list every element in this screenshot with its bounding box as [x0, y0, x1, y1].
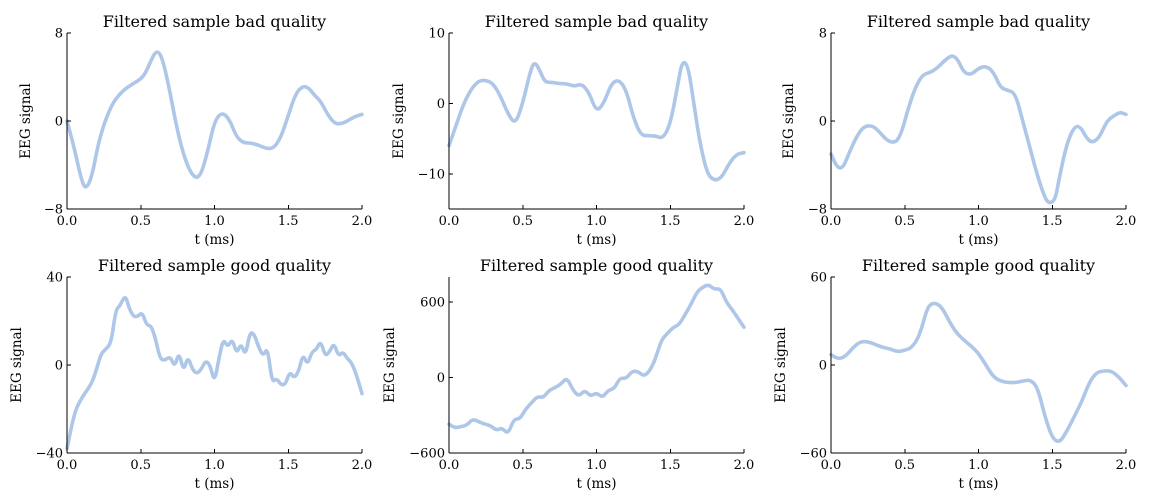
- series-line: [65, 50, 364, 189]
- subplot-4: 0.0 0.5 1.0 1.5 2.0 −40 0 40 Filtered sample goo…: [9, 256, 372, 492]
- x-tick-label: 0.5: [512, 214, 533, 229]
- x-tick-label: 1.0: [968, 214, 989, 229]
- y-tick-label: 0: [55, 359, 63, 374]
- x-tick-label: 2.0: [1116, 458, 1137, 473]
- series-line: [829, 54, 1128, 205]
- y-tick-label: −8: [44, 203, 63, 218]
- x-tick-label: 1.5: [1042, 458, 1063, 473]
- x-tick-label: 0.0: [821, 214, 842, 229]
- y-tick-label: 8: [55, 27, 63, 42]
- x-tick-label: 0.5: [894, 458, 915, 473]
- x-tick-label: 0.5: [130, 214, 151, 229]
- y-tick-label: −40: [36, 447, 63, 462]
- x-axis-label: t (ms): [577, 232, 617, 248]
- x-tick-label: 0.0: [57, 214, 78, 229]
- y-axis-label: EEG signal: [781, 83, 797, 159]
- x-axis-label: t (ms): [577, 476, 617, 492]
- x-tick-label: 1.0: [968, 458, 989, 473]
- x-axis-label: t (ms): [959, 232, 999, 248]
- subplot-title: Filtered sample good quality: [98, 256, 331, 275]
- x-tick-label: 1.0: [586, 458, 607, 473]
- series-line: [447, 60, 746, 182]
- y-tick-label: 8: [819, 27, 827, 42]
- x-tick-label: 1.0: [586, 214, 607, 229]
- x-tick-label: 0.0: [439, 214, 460, 229]
- x-tick-label: 1.5: [1042, 214, 1063, 229]
- x-tick-label: 1.0: [204, 458, 225, 473]
- y-tick-label: 0: [55, 115, 63, 130]
- y-tick-label: 0: [437, 371, 445, 386]
- x-tick-label: 0.5: [512, 458, 533, 473]
- x-tick-label: 2.0: [1116, 214, 1137, 229]
- y-tick-label: −600: [409, 447, 445, 462]
- y-tick-label: −8: [808, 203, 827, 218]
- x-tick-label: 0.5: [894, 214, 915, 229]
- y-axis-label: EEG signal: [382, 327, 398, 403]
- x-tick-label: 1.5: [278, 214, 299, 229]
- y-axis-label: EEG signal: [18, 83, 34, 159]
- x-tick-label: 2.0: [734, 214, 755, 229]
- x-tick-label: 0.0: [439, 458, 460, 473]
- subplot-2: 0.0 0.5 1.0 1.5 2.0 −10 0 10 Filtered sample bad…: [391, 12, 754, 248]
- x-tick-label: 2.0: [352, 458, 373, 473]
- y-tick-label: −10: [418, 167, 445, 182]
- y-axis-label: EEG signal: [391, 83, 407, 159]
- subplot-3: 0.0 0.5 1.0 1.5 2.0 −8 0 8 Filtered sample bad q…: [781, 12, 1136, 248]
- x-tick-label: 2.0: [734, 458, 755, 473]
- subplot-title: Filtered sample bad quality: [867, 12, 1090, 31]
- x-tick-label: 1.5: [660, 458, 681, 473]
- x-tick-label: 1.5: [660, 214, 681, 229]
- x-tick-label: 1.5: [278, 458, 299, 473]
- y-tick-label: 0: [819, 115, 827, 130]
- subplot-5: 0.0 0.5 1.0 1.5 2.0 −600 0 600 Filtered sample g…: [382, 256, 754, 492]
- x-axis-label: t (ms): [959, 476, 999, 492]
- subplot-title: Filtered sample good quality: [480, 256, 713, 275]
- x-tick-label: 2.0: [352, 214, 373, 229]
- series-line: [65, 295, 364, 451]
- x-tick-label: 1.0: [204, 214, 225, 229]
- x-tick-label: 0.0: [57, 458, 78, 473]
- subplot-title: Filtered sample bad quality: [103, 12, 326, 31]
- subplot-title: Filtered sample bad quality: [485, 12, 708, 31]
- y-tick-label: −60: [800, 447, 827, 462]
- series-line: [447, 283, 746, 434]
- y-tick-label: 0: [437, 97, 445, 112]
- y-axis-label: EEG signal: [773, 327, 789, 403]
- y-tick-label: 40: [46, 271, 63, 286]
- y-tick-label: 600: [420, 296, 445, 311]
- series-line: [829, 301, 1128, 443]
- subplot-1: 0.0 0.5 1.0 1.5 2.0 −8 0 8 Filtered sample bad q…: [18, 12, 372, 248]
- y-tick-label: 60: [810, 271, 827, 286]
- subplot-6: 0.0 0.5 1.0 1.5 2.0 −60 0 60 Filtered sample goo…: [773, 256, 1136, 492]
- x-tick-label: 0.5: [130, 458, 151, 473]
- y-axis-label: EEG signal: [9, 327, 25, 403]
- subplot-title: Filtered sample good quality: [862, 256, 1095, 275]
- x-tick-label: 0.0: [821, 458, 842, 473]
- x-axis-label: t (ms): [195, 476, 235, 492]
- y-tick-label: 0: [819, 359, 827, 374]
- x-axis-label: t (ms): [195, 232, 235, 248]
- y-tick-label: 10: [428, 27, 445, 42]
